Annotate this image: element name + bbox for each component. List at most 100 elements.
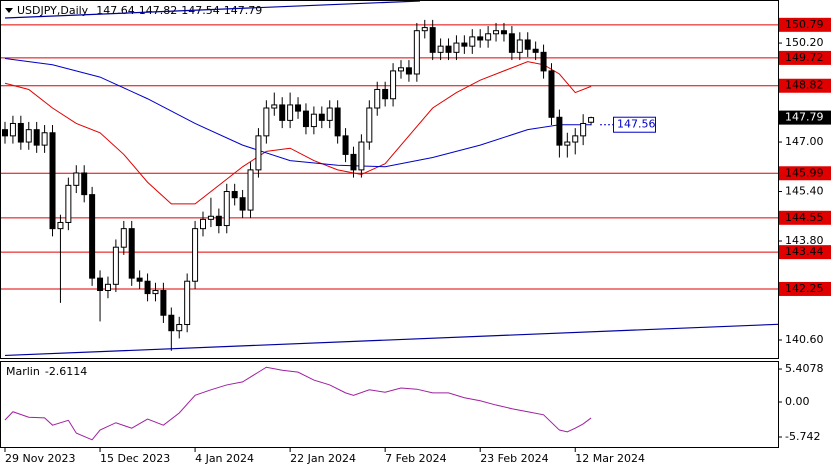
candle-body — [279, 104, 286, 121]
candle-body — [25, 129, 32, 143]
candle-body — [374, 88, 381, 109]
candle-body — [485, 33, 492, 41]
y-tick-label: 0.00 — [785, 395, 810, 408]
ma-label: 147.56 — [617, 118, 656, 131]
x-tick-label: 15 Dec 2023 — [100, 452, 170, 465]
candle-body — [33, 129, 40, 146]
moving-average — [4, 58, 592, 168]
candle-body — [334, 107, 341, 137]
candle-body — [493, 30, 500, 35]
candle-body — [41, 132, 48, 146]
candle-body — [239, 197, 246, 211]
candle-body — [271, 104, 278, 109]
candle-body — [231, 191, 238, 199]
level-label-box — [779, 17, 831, 32]
candle-body — [326, 107, 333, 121]
candle-body — [49, 132, 56, 230]
candle-body — [128, 228, 135, 279]
candle-body — [136, 277, 143, 282]
menu-triangle — [5, 8, 13, 13]
candle-body — [524, 39, 531, 50]
candle-body — [81, 172, 88, 196]
candle-body — [421, 27, 428, 32]
trendline — [4, 323, 778, 357]
level-label: 145.99 — [785, 166, 824, 179]
x-tick-label: 12 Mar 2024 — [575, 452, 645, 465]
candle-body — [65, 184, 72, 223]
level-label-box — [779, 210, 831, 225]
candle-body — [295, 104, 302, 112]
candle-body — [540, 51, 547, 72]
y-tick-label: -5.742 — [785, 430, 820, 443]
candle-body — [366, 107, 373, 143]
candle-body — [508, 33, 515, 53]
chart-header: USDJPY,Daily 147.64 147.82 147.54 147.79 — [17, 4, 262, 17]
price-label-box — [779, 110, 831, 125]
candle-body — [104, 283, 111, 292]
candle-body — [2, 129, 8, 137]
candle-body — [413, 30, 420, 75]
candle-body — [516, 39, 523, 53]
moving-average — [4, 61, 592, 205]
x-tick-label: 7 Feb 2024 — [385, 452, 446, 465]
level-label-box — [779, 281, 831, 296]
level-label-box — [779, 50, 831, 65]
main-frame — [0, 0, 779, 359]
level-label: 142.25 — [785, 282, 824, 295]
candle-body — [453, 42, 460, 53]
candle-body — [9, 122, 16, 137]
candle-body — [255, 135, 262, 171]
candle-body — [192, 228, 199, 282]
x-tick-label: 29 Nov 2023 — [5, 452, 75, 465]
candle-body — [342, 135, 349, 155]
level-label-box — [779, 78, 831, 93]
y-tick-label: 150.20 — [785, 36, 824, 49]
candle-body — [89, 194, 96, 279]
x-tick-label: 23 Feb 2024 — [480, 452, 548, 465]
candle-body — [350, 153, 357, 171]
candle-body — [429, 27, 436, 53]
candle-body — [358, 141, 365, 171]
candle-body — [176, 324, 183, 332]
indicator-title: Marlin — [6, 365, 40, 378]
y-tick-label: 140.60 — [785, 333, 824, 346]
candle-body — [223, 191, 230, 227]
level-label-box — [779, 245, 831, 260]
ma-label-box — [613, 116, 656, 133]
indicator-value: -2.6114 — [45, 365, 87, 378]
candle-body — [302, 110, 309, 128]
marlin-line — [4, 366, 592, 441]
level-label: 144.55 — [785, 211, 824, 224]
sub-frame — [0, 361, 779, 448]
candle-body — [469, 36, 476, 47]
symbol: USDJPY,Daily — [17, 4, 89, 17]
x-tick-label: 22 Jan 2024 — [290, 452, 356, 465]
candle-body — [120, 228, 127, 248]
candle-body — [580, 122, 587, 137]
y-tick-label: 143.80 — [785, 234, 824, 247]
candle-body — [588, 117, 595, 123]
candle-body — [200, 218, 206, 230]
x-tick-label: 4 Jan 2024 — [195, 452, 254, 465]
candle-body — [390, 70, 397, 100]
candle-body — [152, 290, 159, 295]
header-close: 147.79 — [224, 4, 263, 17]
header-high: 147.82 — [139, 4, 178, 17]
candle-body — [477, 36, 484, 41]
candle-body — [382, 88, 389, 100]
candle-body — [160, 290, 167, 316]
candle-body — [57, 221, 64, 230]
level-label-box — [779, 166, 831, 181]
candle-body — [405, 67, 412, 75]
candle-body — [318, 113, 325, 121]
candle-body — [398, 67, 404, 72]
candle-body — [207, 215, 214, 220]
candle-body — [500, 30, 507, 35]
y-tick-label: 5.4078 — [785, 362, 824, 375]
candle-body — [564, 141, 571, 146]
candle-body — [310, 113, 317, 128]
candle-body — [445, 45, 452, 53]
candle-body — [461, 42, 468, 47]
